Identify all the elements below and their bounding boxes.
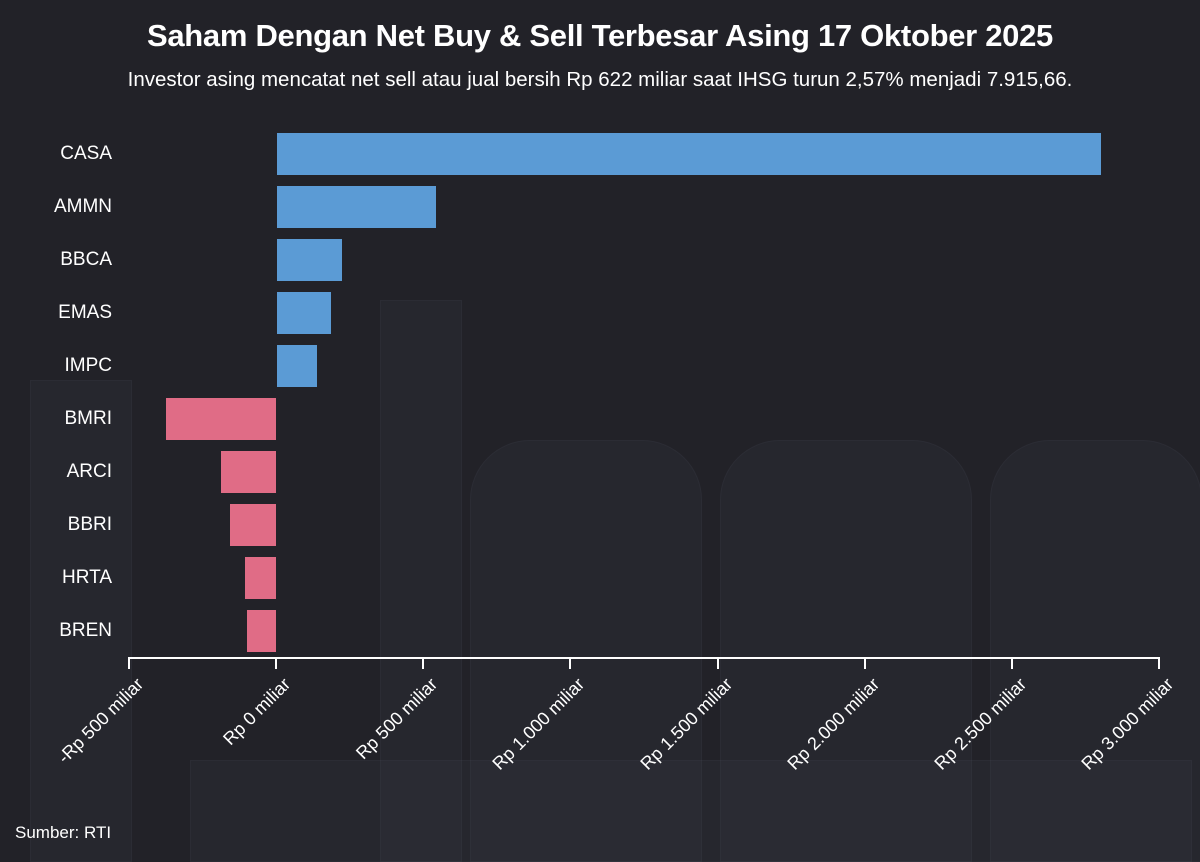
net-buy-bar-casa bbox=[277, 133, 1102, 175]
net-buy-bar-bbca bbox=[277, 239, 342, 281]
category-label: AMMN bbox=[53, 196, 112, 217]
x-tick bbox=[569, 657, 572, 669]
category-label: BMRI bbox=[64, 408, 113, 429]
category-label: BBRI bbox=[67, 514, 112, 535]
net-buy-bar-impc bbox=[277, 345, 318, 387]
x-tick bbox=[1011, 657, 1013, 669]
category-label: CASA bbox=[60, 143, 112, 164]
x-tick bbox=[716, 657, 719, 669]
chart-subtitle: Investor asing mencatat net sell atau ju… bbox=[127, 68, 1073, 91]
category-label: IMPC bbox=[64, 355, 113, 376]
net-sell-bar-bren bbox=[246, 610, 276, 652]
x-axis-line bbox=[129, 657, 1160, 659]
net-buy-bar-emas bbox=[277, 292, 331, 334]
net-sell-bar-bbri bbox=[229, 504, 276, 546]
net-sell-bar-hrta bbox=[245, 557, 276, 599]
category-label: EMAS bbox=[58, 302, 112, 323]
category-label: BREN bbox=[59, 620, 112, 641]
x-tick bbox=[1158, 657, 1161, 669]
x-tick-label: Rp 0 miliar bbox=[219, 674, 295, 749]
chart-title: Saham Dengan Net Buy & Sell Terbesar Asi… bbox=[146, 18, 1054, 53]
x-tick bbox=[275, 657, 277, 669]
net-sell-bar-arci bbox=[220, 451, 276, 493]
x-tick bbox=[422, 657, 425, 669]
x-tick bbox=[127, 657, 130, 669]
category-label: HRTA bbox=[62, 567, 112, 588]
source-note: Sumber: RTI bbox=[15, 823, 112, 842]
category-label: BBCA bbox=[60, 249, 112, 270]
category-label: ARCI bbox=[66, 461, 112, 482]
net-buy-bar-ammn bbox=[277, 186, 436, 228]
net-sell-bar-bmri bbox=[165, 398, 276, 440]
x-tick bbox=[863, 657, 866, 669]
